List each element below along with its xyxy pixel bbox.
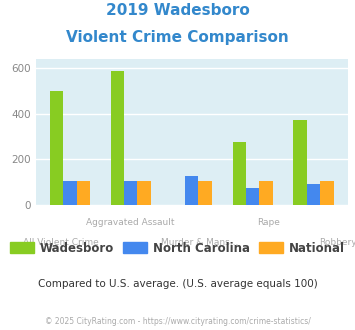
Text: Violent Crime Comparison: Violent Crime Comparison	[66, 30, 289, 45]
Bar	[124, 181, 137, 205]
Bar	[246, 187, 260, 205]
Text: Murder & Mans...: Murder & Mans...	[161, 238, 238, 247]
Bar	[50, 91, 63, 205]
Text: All Violent Crime: All Violent Crime	[23, 238, 98, 247]
Bar	[137, 182, 151, 205]
Text: Robbery: Robbery	[320, 238, 355, 247]
Text: Rape: Rape	[257, 218, 280, 227]
Bar	[294, 119, 307, 205]
Text: © 2025 CityRating.com - https://www.cityrating.com/crime-statistics/: © 2025 CityRating.com - https://www.city…	[45, 317, 310, 326]
Bar	[260, 181, 273, 205]
Bar	[233, 142, 246, 205]
Bar	[320, 181, 334, 205]
Text: 2019 Wadesboro: 2019 Wadesboro	[106, 3, 249, 18]
Legend: Wadesboro, North Carolina, National: Wadesboro, North Carolina, National	[5, 237, 350, 259]
Bar	[111, 71, 124, 205]
Bar	[198, 181, 212, 205]
Bar	[185, 176, 198, 205]
Bar	[63, 181, 77, 205]
Text: Aggravated Assault: Aggravated Assault	[86, 218, 174, 227]
Text: Compared to U.S. average. (U.S. average equals 100): Compared to U.S. average. (U.S. average …	[38, 279, 317, 289]
Bar	[307, 183, 320, 205]
Bar	[77, 181, 90, 205]
